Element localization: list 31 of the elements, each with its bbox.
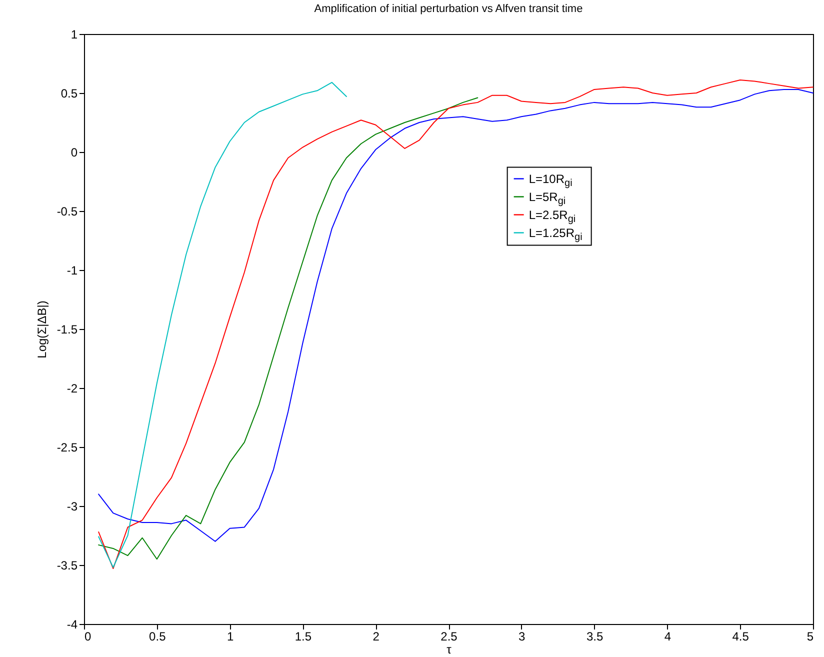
line-series — [98, 97, 478, 560]
x-tick-label: 3.5 — [586, 630, 604, 644]
x-tick-label: 0.5 — [149, 630, 166, 644]
y-tick-label: 0 — [70, 146, 78, 160]
x-tick-label: 1 — [226, 630, 234, 644]
x-tick-label: 5 — [806, 630, 814, 644]
x-tick-label: 4.5 — [732, 630, 750, 644]
legend-label: L=2.5R$_{gi}$ — [528, 208, 576, 225]
legend-label: L=10R$_{gi}$ — [528, 172, 572, 189]
legend-label: L=1.25R$_{gi}$ — [528, 226, 582, 243]
y-tick-label: -0.5 — [56, 204, 78, 218]
legend-label: L=5R$_{gi}$ — [528, 190, 566, 207]
x-tick-label: 1.5 — [294, 630, 312, 644]
y-axis-title: Log(Σ|ΔB|) — [34, 300, 49, 358]
y-tick-label: 0.5 — [60, 86, 78, 100]
y-tick-label: 1 — [70, 28, 78, 42]
x-tick-label: 3 — [518, 630, 526, 644]
y-tick-label: -3.5 — [56, 558, 78, 572]
y-tick-label: -2.5 — [56, 440, 78, 454]
y-tick-label: -1.5 — [56, 322, 78, 336]
x-tick-label: 0 — [84, 630, 92, 644]
y-tick-label: -1 — [66, 264, 78, 278]
x-tick-label: 2.5 — [440, 630, 458, 644]
y-tick-label: -4 — [66, 618, 78, 632]
y-tick-label: -3 — [66, 500, 78, 514]
y-tick-label: -2 — [66, 382, 78, 396]
x-tick-label: 2 — [372, 630, 380, 644]
x-tick-label: 4 — [664, 630, 672, 644]
x-axis-title: τ — [446, 642, 452, 656]
chart-title: Amplification of initial perturbation vs Alfven transit time — [314, 3, 583, 15]
line-series — [98, 82, 347, 568]
